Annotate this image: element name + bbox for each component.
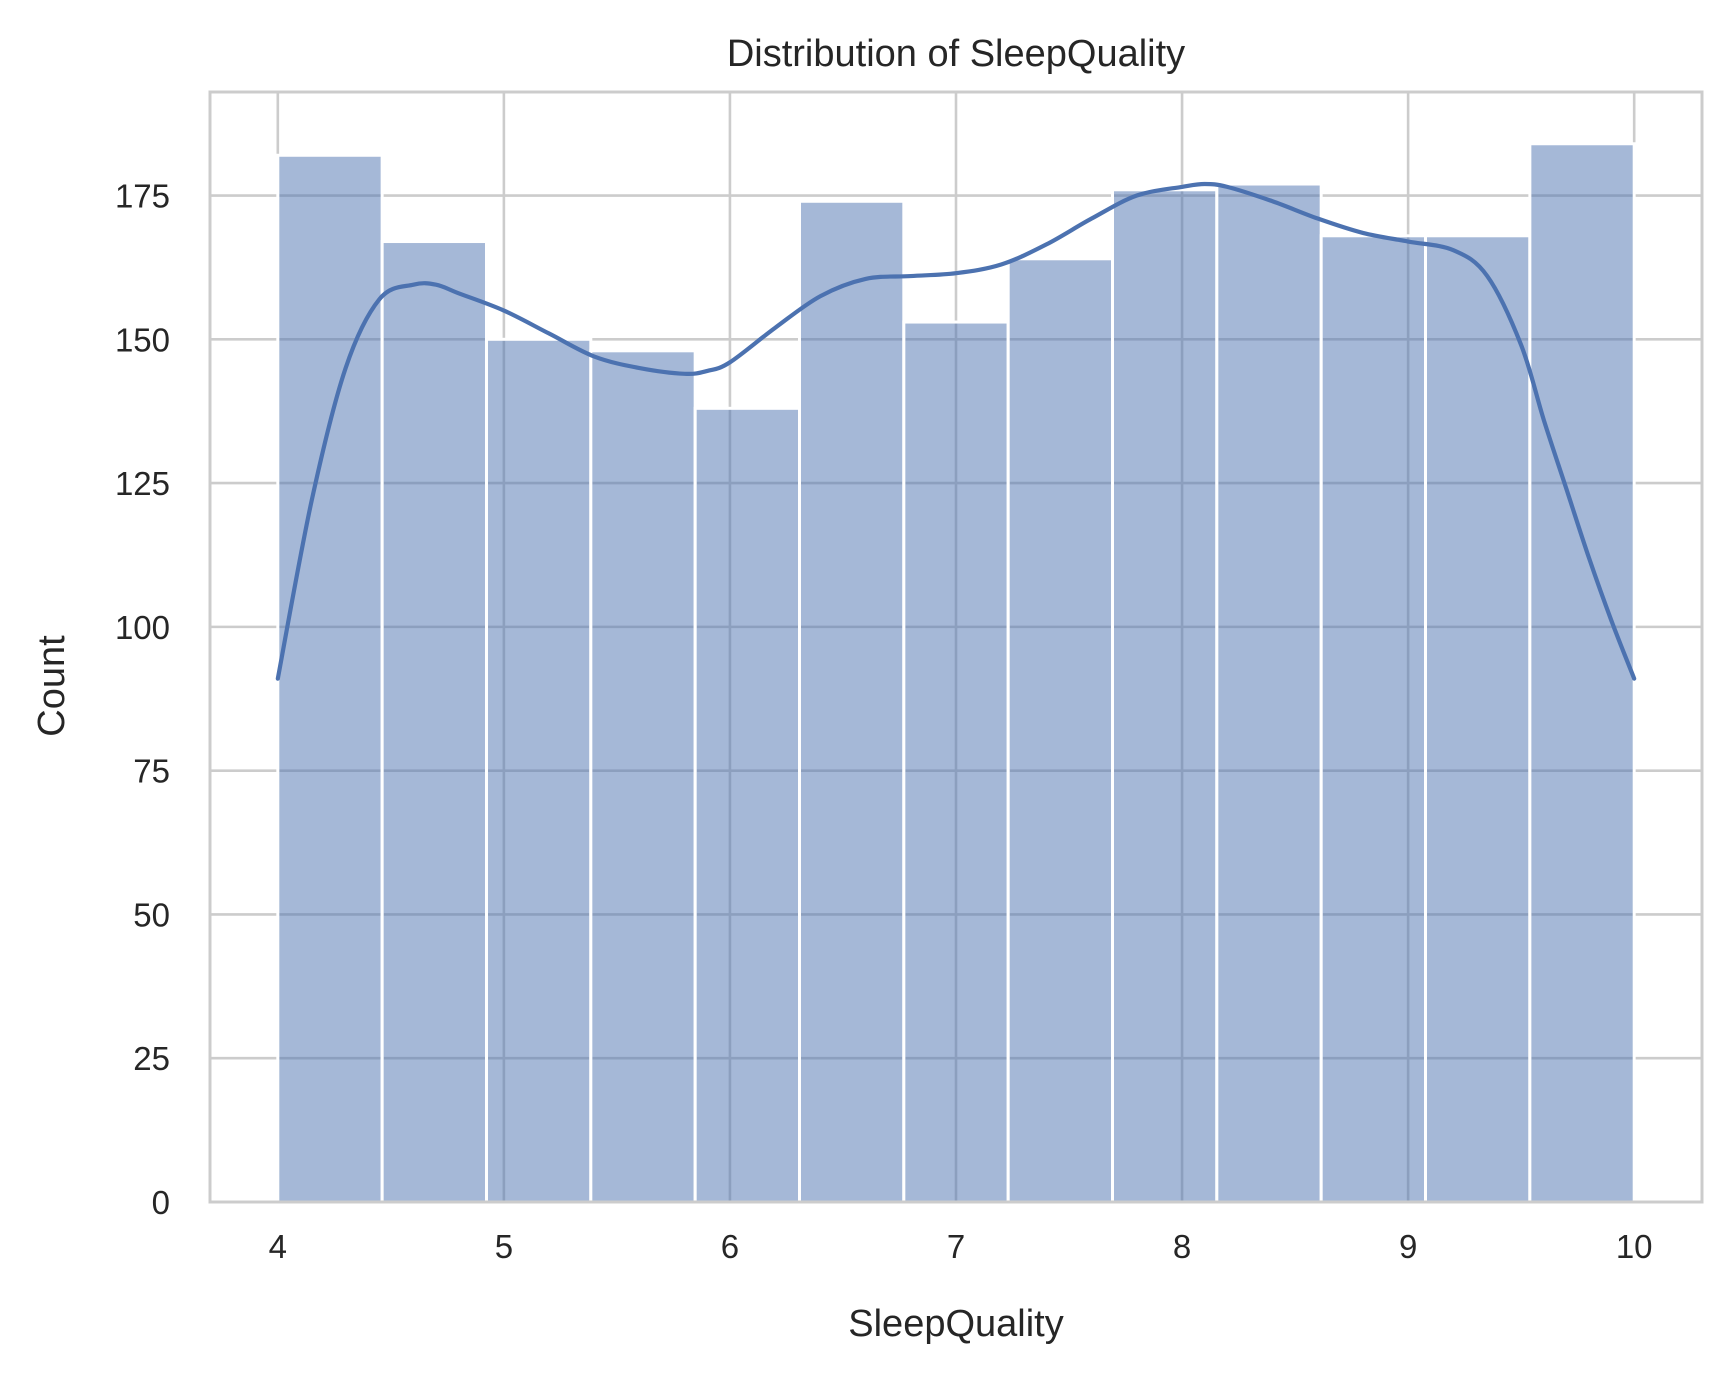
histogram-bar-10 [1319,234,1428,1204]
histogram-bar-0 [276,153,384,1204]
x-tick-label-3: 7 [947,1228,965,1265]
histogram-bar-3 [589,349,697,1204]
x-tick-label-4: 8 [1173,1228,1191,1265]
histogram-bar-7 [1006,257,1115,1204]
y-tick-label-5: 125 [115,465,170,502]
histogram-bar-9 [1215,182,1323,1204]
chart-title: Distribution of SleepQuality [727,33,1185,75]
x-tick-label-1: 5 [495,1228,513,1265]
histogram-bar-1 [380,240,488,1204]
histogram-bar-11 [1424,234,1532,1204]
x-tick-label-5: 9 [1399,1228,1417,1265]
x-tick-label-0: 4 [269,1228,287,1265]
x-axis-label: SleepQuality [848,1303,1063,1345]
histogram-bar-12 [1528,142,1636,1204]
y-axis-label: Count [31,635,73,737]
y-tick-label-0: 0 [152,1184,170,1221]
x-tick-label-2: 6 [721,1228,739,1265]
x-tick-label-6: 10 [1616,1228,1653,1265]
histogram-bar-6 [902,320,1010,1204]
y-tick-label-3: 75 [133,753,170,790]
y-tick-labels: 0 25 50 75 100 125 150 175 [115,178,170,1221]
histogram-bar-5 [797,199,906,1204]
kde-line [275,181,1637,681]
x-tick-labels: 4 5 6 7 8 9 10 [269,1228,1653,1265]
y-tick-label-1: 25 [133,1040,170,1077]
plot-frame [208,90,1704,1204]
histogram-bars [276,142,1636,1204]
y-tick-label-6: 150 [115,321,170,358]
y-tick-label-2: 50 [133,896,170,933]
histogram-bar-4 [693,406,801,1204]
histogram-bar-8 [1111,188,1219,1204]
y-tick-label-7: 175 [115,178,170,215]
y-tick-label-4: 100 [115,609,170,646]
histogram-bar-2 [484,337,593,1204]
